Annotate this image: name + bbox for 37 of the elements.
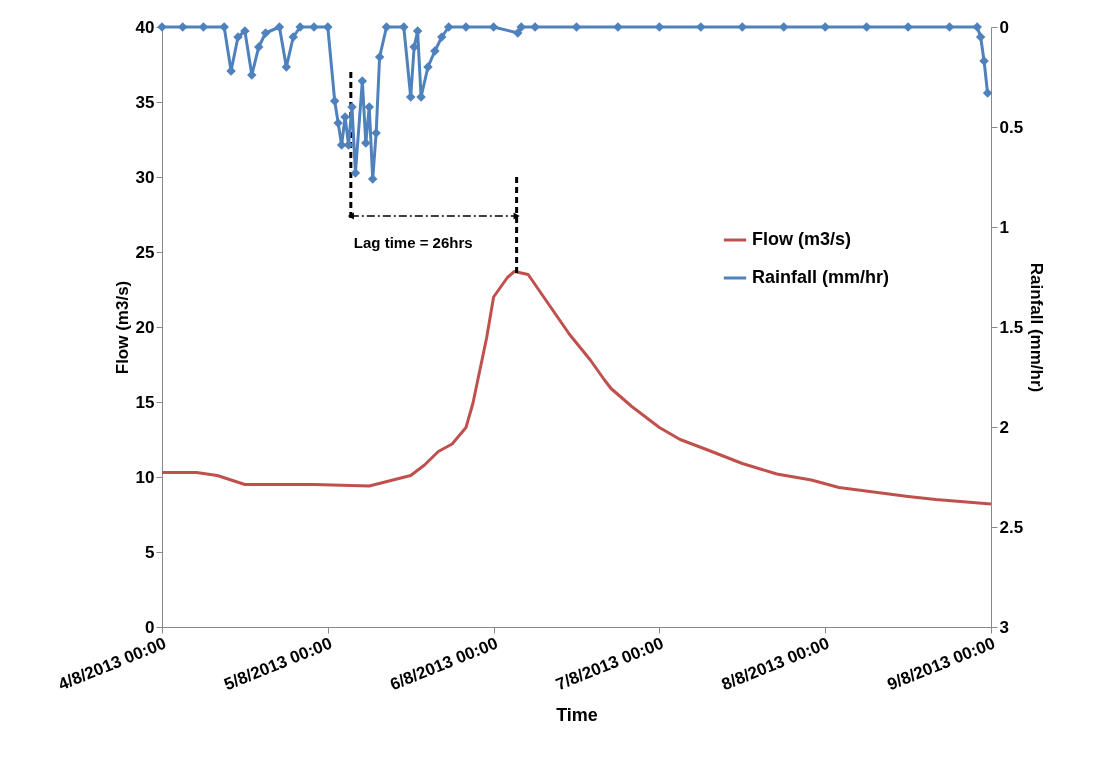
point xyxy=(443,22,454,32)
point xyxy=(329,96,340,106)
y-tick-label: 10 xyxy=(135,467,155,487)
y-tick-label: 0 xyxy=(145,617,155,637)
point xyxy=(982,88,993,98)
y-tick-label: 30 xyxy=(135,167,155,187)
y-tick-label: 35 xyxy=(135,92,155,112)
point xyxy=(274,22,285,32)
y2-axis-title: Rainfall (mm/hr) xyxy=(1027,262,1047,393)
y2-tick-label: 1.5 xyxy=(999,317,1024,337)
point xyxy=(405,92,416,102)
y2-tick-label: 2 xyxy=(999,417,1009,437)
y-tick-label: 5 xyxy=(145,542,155,562)
annotation: Lag time = 26hrs xyxy=(353,234,473,251)
y-axis-title: Flow (m3/s) xyxy=(112,280,132,375)
legend-label: Rainfall (mm/hr) xyxy=(752,267,890,287)
point xyxy=(253,42,264,52)
y2-tick-label: 0 xyxy=(999,17,1009,37)
point xyxy=(412,26,423,36)
point xyxy=(357,76,368,86)
y2-tick-label: 2.5 xyxy=(999,517,1024,537)
x-axis-title: Time xyxy=(556,705,598,726)
y2-tick-label: 1 xyxy=(999,217,1009,237)
y2-tick-label: 3 xyxy=(999,617,1009,637)
point xyxy=(288,32,298,42)
y-tick-label: 15 xyxy=(135,392,155,412)
line-series xyxy=(160,270,993,506)
point xyxy=(374,52,385,62)
point xyxy=(260,28,271,38)
point xyxy=(975,32,986,42)
point xyxy=(367,174,378,184)
point xyxy=(350,168,361,178)
y-tick-label: 20 xyxy=(135,317,155,337)
y2-tick-label: 0.5 xyxy=(999,117,1024,137)
y-tick-label: 40 xyxy=(135,17,155,37)
legend-label: Flow (m3/s) xyxy=(752,229,852,249)
y-tick-label: 25 xyxy=(135,242,155,262)
